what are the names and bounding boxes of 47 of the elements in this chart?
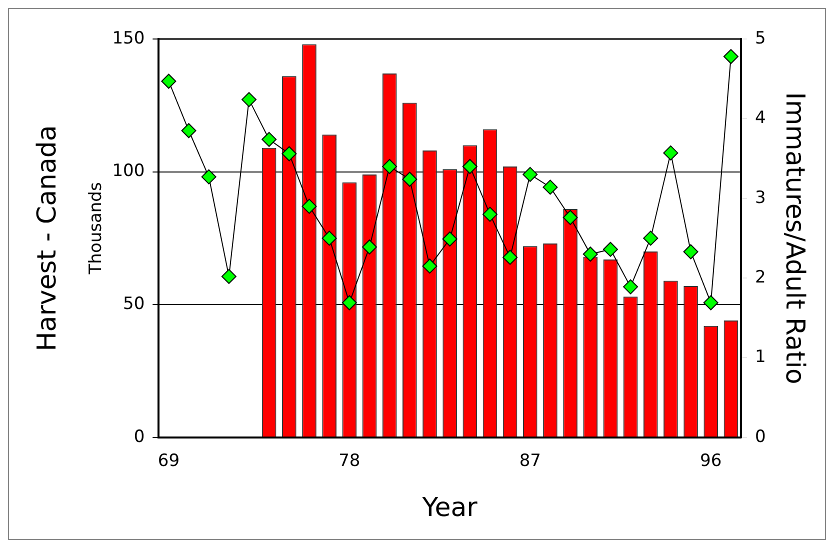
y-tick-label: 50 [123,294,145,314]
point [683,244,698,260]
point [703,295,718,310]
y-axis-title: Harvest - Canada [32,125,62,352]
point [643,230,658,246]
x-tick-label: 78 [338,451,360,472]
y2-tick-label: 2 [754,267,766,288]
point [422,258,438,274]
y2-tick-label: 4 [754,108,766,128]
y-tick-label: 0 [134,426,145,447]
point [623,279,638,294]
point [723,49,738,64]
point [362,239,377,254]
x-tick-label: 96 [700,451,722,472]
point [342,295,357,310]
point [161,74,176,89]
point [522,166,538,182]
point [282,146,297,162]
point [542,180,558,195]
y2-tick-label: 5 [754,28,766,48]
point [302,198,317,214]
point [262,132,277,147]
point [602,242,618,257]
point [242,92,257,108]
point [402,172,418,187]
y2-axis-title: Immatures/Adult Ratio [780,92,810,384]
text: Thousands [86,182,106,276]
point [562,210,578,225]
point [382,158,398,174]
x-tick-label: 87 [519,451,541,472]
point [663,145,678,160]
point [322,230,337,246]
point [462,158,478,174]
y2-tick-label: 0 [754,426,766,447]
x-tick-label: 69 [158,451,180,472]
point [582,246,598,262]
y2-tick-label: 3 [754,188,766,208]
point [502,250,518,265]
y-tick-label: 150 [112,28,145,48]
point [221,268,236,284]
point [482,206,498,222]
y-tick-label: 100 [112,161,145,182]
point [201,169,216,184]
point [442,231,458,246]
x-axis-title: Year [421,493,478,524]
y2-tick-label: 1 [754,347,766,368]
point [181,123,196,138]
